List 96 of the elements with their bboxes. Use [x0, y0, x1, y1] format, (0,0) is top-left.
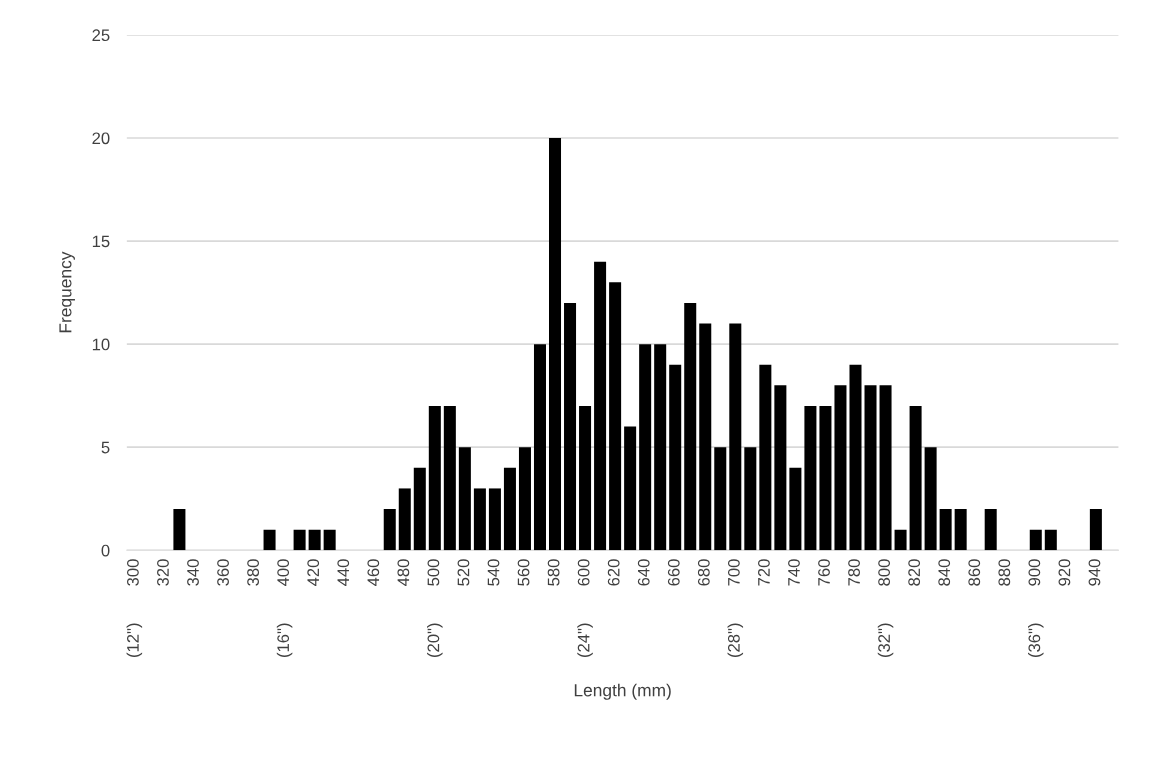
bar [624, 426, 637, 551]
bar [533, 344, 546, 551]
x-tick-label: 380 [247, 559, 260, 586]
x-tick-label: 520 [457, 559, 470, 586]
y-axis-title: Frequency [59, 251, 75, 333]
x-tick-label: 340 [187, 559, 199, 586]
x-tick-label: 460 [367, 559, 380, 587]
x-tick-label: 740 [788, 559, 800, 586]
bar [939, 509, 952, 551]
x2-tick-label: (24") [577, 623, 593, 658]
bar [1089, 509, 1102, 551]
bar [834, 385, 847, 551]
bar [684, 302, 697, 551]
x-tick-label: 880 [998, 559, 1011, 586]
x-tick-label: 900 [1028, 559, 1041, 586]
bar [579, 405, 592, 551]
bar [263, 529, 276, 551]
x-tick-label: 500 [427, 559, 440, 586]
bar [549, 137, 562, 551]
bar [894, 529, 907, 551]
x-axis-title: Length (mm) [574, 683, 671, 700]
x-tick-label: 720 [758, 559, 770, 586]
y-tick-label: 15 [92, 235, 110, 248]
bar [819, 405, 832, 551]
bar [909, 405, 922, 551]
bar [323, 529, 336, 551]
x-tick-label: 560 [517, 559, 530, 586]
x-tick-label: 300 [127, 559, 139, 586]
x2-tick-label: (16") [276, 623, 293, 658]
bar [443, 405, 456, 551]
x-tick-label: 580 [547, 559, 560, 586]
x-tick-label: 320 [157, 559, 169, 586]
x-tick-label: 620 [607, 559, 620, 586]
bar [293, 529, 306, 551]
x-tick-label: 360 [217, 559, 229, 586]
x2-tick-label: (32") [877, 623, 894, 658]
bar [488, 488, 501, 551]
bar [954, 509, 967, 551]
bar [1044, 529, 1057, 551]
bar [714, 447, 727, 551]
bar [729, 323, 742, 551]
x-tick-label: 680 [697, 559, 710, 586]
bar [564, 302, 577, 551]
bar [669, 364, 682, 551]
bar [473, 488, 486, 551]
x-tick-label: 600 [577, 559, 590, 586]
bar [518, 447, 531, 551]
bar [173, 509, 186, 551]
bar [699, 323, 712, 551]
bar [398, 488, 411, 551]
x2-tick-label: (36") [1028, 623, 1044, 658]
bar [1029, 529, 1042, 551]
x-tick-label: 940 [1088, 559, 1101, 586]
y-tick-label: 0 [101, 544, 110, 557]
bar [864, 385, 877, 551]
y-tick-label: 20 [92, 132, 110, 145]
bar [924, 447, 937, 551]
bar [639, 344, 652, 551]
x2-tick-label: (20") [427, 623, 443, 658]
x-tick-label: 480 [397, 559, 410, 587]
bar [654, 344, 667, 551]
x-tick-label: 540 [487, 559, 500, 586]
x-tick-label: 440 [337, 559, 350, 587]
x-tick-label: 860 [968, 559, 981, 586]
x-tick-label: 640 [637, 559, 650, 586]
x2-tick-label: (12") [126, 623, 143, 658]
bar [413, 467, 426, 551]
x-tick-label: 760 [818, 559, 830, 586]
bar [879, 385, 892, 551]
x-tick-label: 400 [277, 559, 290, 587]
bar [774, 385, 787, 551]
bar [308, 529, 321, 551]
bar [458, 447, 471, 551]
bar [759, 364, 772, 551]
x-tick-label: 420 [307, 559, 320, 587]
y-tick-label: 25 [92, 29, 110, 42]
x-tick-label: 660 [667, 559, 680, 586]
bar [609, 282, 622, 551]
bar [383, 509, 396, 551]
x-tick-label: 800 [878, 559, 891, 586]
bar [744, 447, 757, 551]
x-tick-label: 820 [908, 559, 921, 586]
bar [849, 364, 862, 551]
bar [984, 509, 997, 551]
x2-tick-label: (28") [727, 623, 744, 658]
x-tick-label: 840 [938, 559, 951, 586]
bar [503, 467, 516, 551]
x-tick-label: 920 [1058, 559, 1071, 586]
bar [594, 261, 607, 551]
x-tick-label: 780 [848, 559, 860, 586]
bar [789, 467, 802, 551]
bar [804, 405, 817, 551]
x-tick-label: 700 [727, 559, 740, 586]
y-tick-label: 5 [101, 441, 110, 454]
bar [428, 405, 441, 551]
y-tick-label: 10 [92, 338, 110, 351]
